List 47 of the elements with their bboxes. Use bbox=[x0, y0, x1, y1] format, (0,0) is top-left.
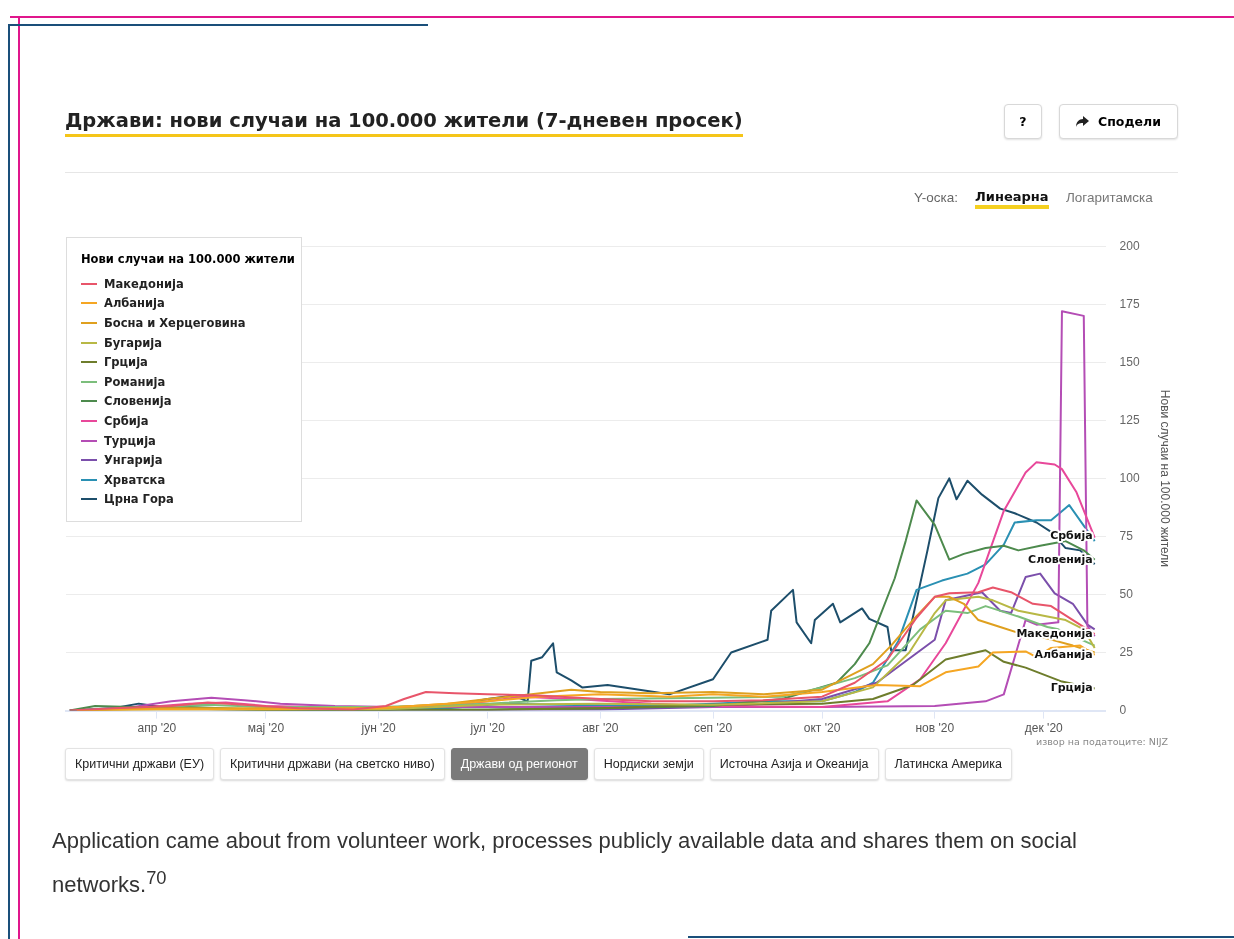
legend-title: Нови случаи на 100.000 жители bbox=[81, 252, 296, 266]
text: Линеарна bbox=[975, 188, 1049, 209]
legend-label: Романија bbox=[104, 374, 166, 389]
y-tick-label: 200 bbox=[1119, 238, 1140, 253]
x-tick-label: апр '20 bbox=[137, 721, 177, 736]
x-tick-label: нов '20 bbox=[915, 721, 955, 736]
y-tick-label: 100 bbox=[1119, 470, 1140, 485]
legend-label: Албанија bbox=[104, 296, 165, 311]
legend-label: Србија bbox=[104, 413, 149, 428]
legend-label: Грција bbox=[104, 355, 148, 370]
annotation: Грција bbox=[1050, 681, 1093, 695]
legend-label: Црна Гора bbox=[104, 492, 174, 507]
legend-label: Бугарија bbox=[104, 335, 163, 350]
text: Сподели bbox=[1098, 114, 1161, 129]
y-axis-title: Нови случаи на 100.000 жители bbox=[1158, 389, 1173, 567]
chart-title: Држави: нови случаи на 100.000 жители (7-дневен просек) bbox=[65, 108, 743, 137]
text: Држави од регионот bbox=[450, 748, 588, 780]
x-tick-label: авг '20 bbox=[582, 721, 619, 736]
y-tick-label: 175 bbox=[1119, 296, 1140, 311]
x-tick-label: дек '20 bbox=[1024, 721, 1064, 736]
legend-label: Македонија bbox=[104, 276, 184, 291]
text: Нордиски земји bbox=[593, 748, 704, 780]
legend-label: Унгарија bbox=[104, 453, 163, 468]
legend-label: Турција bbox=[104, 433, 156, 448]
text: Логаритамска bbox=[1066, 190, 1153, 205]
y-tick-label: 25 bbox=[1119, 644, 1134, 659]
text: Y-оска: bbox=[913, 190, 958, 205]
x-tick-label: окт '20 bbox=[803, 721, 841, 736]
y-tick-label: 150 bbox=[1119, 354, 1140, 369]
legend-label: Босна и Херцеговина bbox=[104, 315, 246, 330]
legend-label: Хрватска bbox=[104, 472, 166, 487]
x-tick-label: јун '20 bbox=[360, 721, 397, 736]
x-tick-label: сеп '20 bbox=[693, 721, 733, 736]
y-tick-label: 50 bbox=[1119, 586, 1134, 601]
x-tick-label: мај '20 bbox=[247, 721, 285, 736]
x-tick-label: јул '20 bbox=[469, 721, 506, 736]
text: Латинска Америка bbox=[884, 748, 1012, 780]
text: Критични држави (ЕУ) bbox=[65, 748, 215, 780]
text: Критични држави (на светско ниво) bbox=[220, 748, 445, 780]
text: ? bbox=[1004, 104, 1042, 139]
legend-label: Словенија bbox=[104, 394, 172, 409]
y-tick-label: 75 bbox=[1119, 528, 1134, 543]
text: Application came about from volunteer work, processes publicly available data and shares them on social networks.$^{70}$ bbox=[52, 827, 1078, 900]
y-tick-label: 0 bbox=[1119, 702, 1127, 717]
y-tick-label: 125 bbox=[1119, 412, 1140, 427]
text: извор на податоците: NIJZ bbox=[1036, 736, 1168, 747]
text: Источна Азија и Океанија bbox=[709, 748, 879, 780]
